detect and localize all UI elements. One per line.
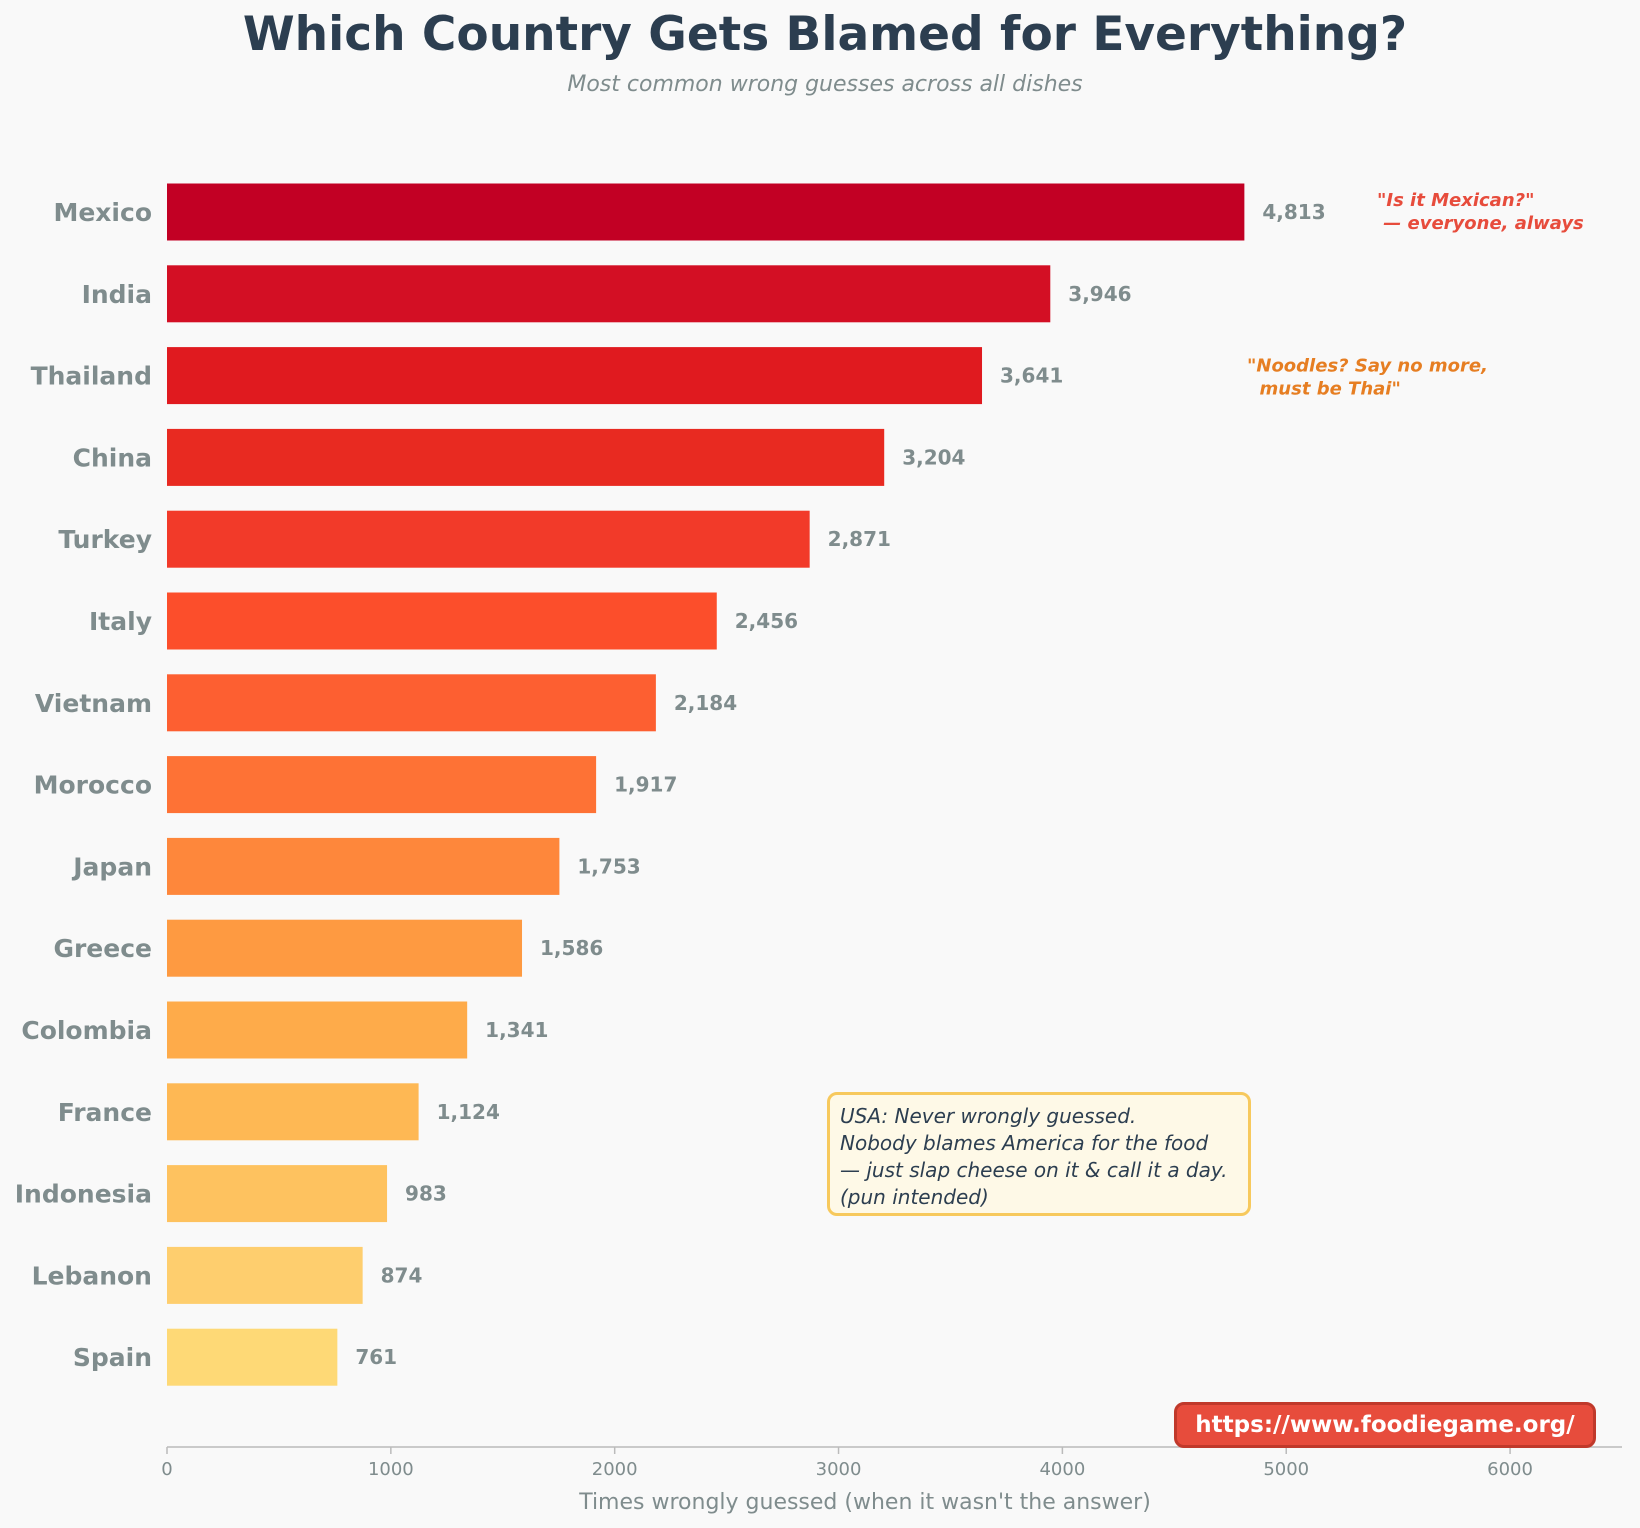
bar-italy (167, 592, 717, 650)
bar-lebanon (167, 1246, 363, 1304)
value-label: 1,124 (437, 1100, 500, 1124)
category-label: Thailand (31, 362, 152, 391)
category-label: France (58, 1098, 152, 1127)
category-label: Vietnam (35, 689, 152, 718)
bars-group (167, 183, 1245, 1386)
annotation-line: must be Thai" (1247, 379, 1401, 400)
annotation-line: "Is it Mexican?" (1377, 190, 1534, 211)
bar-colombia (167, 1001, 468, 1059)
value-label: 2,456 (735, 609, 798, 633)
bar-mexico (167, 183, 1245, 241)
x-tick-label: 2000 (592, 1459, 638, 1480)
bar-indonesia (167, 1165, 388, 1223)
category-label: China (73, 443, 152, 472)
annotations: "Is it Mexican?" — everyone, always "Nood… (1247, 190, 1584, 400)
value-label: 3,204 (902, 445, 965, 469)
source-url-badge[interactable]: https://www.foodiegame.org/ (1174, 1402, 1596, 1448)
bar-vietnam (167, 674, 656, 732)
value-label: 1,341 (485, 1018, 548, 1042)
category-label: Indonesia (15, 1180, 152, 1209)
bar-morocco (167, 756, 597, 814)
bar-india (167, 265, 1051, 323)
bar-france (167, 1083, 419, 1141)
category-label: Spain (73, 1343, 152, 1372)
annotation-text: "Is it Mexican?" — everyone, always (1377, 190, 1584, 234)
category-label: Japan (71, 852, 152, 881)
note-line: USA: Never wrongly guessed. (840, 1104, 1137, 1128)
value-label: 1,586 (540, 936, 603, 960)
value-label: 3,946 (1068, 282, 1131, 306)
usa-note-box: USA: Never wrongly guessed. Nobody blame… (827, 1092, 1251, 1216)
bar-turkey (167, 510, 810, 568)
category-label: Turkey (58, 525, 152, 554)
value-label: 4,813 (1262, 200, 1325, 224)
category-label: Morocco (34, 771, 152, 800)
value-label: 1,917 (614, 773, 677, 797)
chart-title: Which Country Gets Blamed for Everything… (243, 7, 1407, 62)
category-label: Lebanon (32, 1261, 152, 1290)
x-tick-label: 4000 (1039, 1459, 1085, 1480)
x-tick-label: 3000 (816, 1459, 862, 1480)
category-label: Colombia (21, 1016, 152, 1045)
value-label: 983 (405, 1182, 447, 1206)
x-axis-label: Times wrongly guessed (when it wasn't th… (578, 1490, 1151, 1515)
note-line: Nobody blames America for the food (840, 1131, 1209, 1155)
value-label: 761 (355, 1345, 397, 1369)
x-tick-label: 6000 (1487, 1459, 1533, 1480)
annotation-line: — everyone, always (1377, 213, 1584, 234)
category-labels: Mexico India Thailand China Turkey Italy Vietn… (15, 198, 152, 1372)
bar-thailand (167, 347, 983, 405)
value-labels: 4,813 3,946 3,641 3,204 2,871 2,456 2,184 1,917… (355, 200, 1325, 1369)
x-tick-label: 1000 (368, 1459, 414, 1480)
category-label: Mexico (53, 198, 152, 227)
bar-spain (167, 1328, 338, 1386)
chart-subtitle: Most common wrong guesses across all dis… (567, 72, 1082, 97)
value-label: 2,184 (674, 691, 737, 715)
category-label: India (82, 280, 152, 309)
category-label: Greece (53, 934, 152, 963)
value-label: 1,753 (577, 854, 640, 878)
x-tick-label: 5000 (1263, 1459, 1309, 1480)
bar-japan (167, 837, 560, 895)
value-label: 874 (381, 1263, 423, 1287)
bar-greece (167, 919, 523, 977)
annotation-line: "Noodles? Say no more, (1247, 356, 1488, 377)
x-axis-ticks: 0 1000 2000 3000 4000 5000 6000 (161, 1447, 1533, 1480)
category-label: Italy (89, 607, 152, 636)
value-label: 2,871 (828, 527, 891, 551)
value-label: 3,641 (1000, 364, 1063, 388)
note-line: (pun intended) (840, 1185, 989, 1209)
annotation-text: "Noodles? Say no more, must be Thai" (1247, 356, 1488, 400)
x-tick-label: 0 (161, 1459, 172, 1480)
bar-china (167, 428, 885, 486)
note-line: — just slap cheese on it & call it a day… (840, 1158, 1228, 1182)
